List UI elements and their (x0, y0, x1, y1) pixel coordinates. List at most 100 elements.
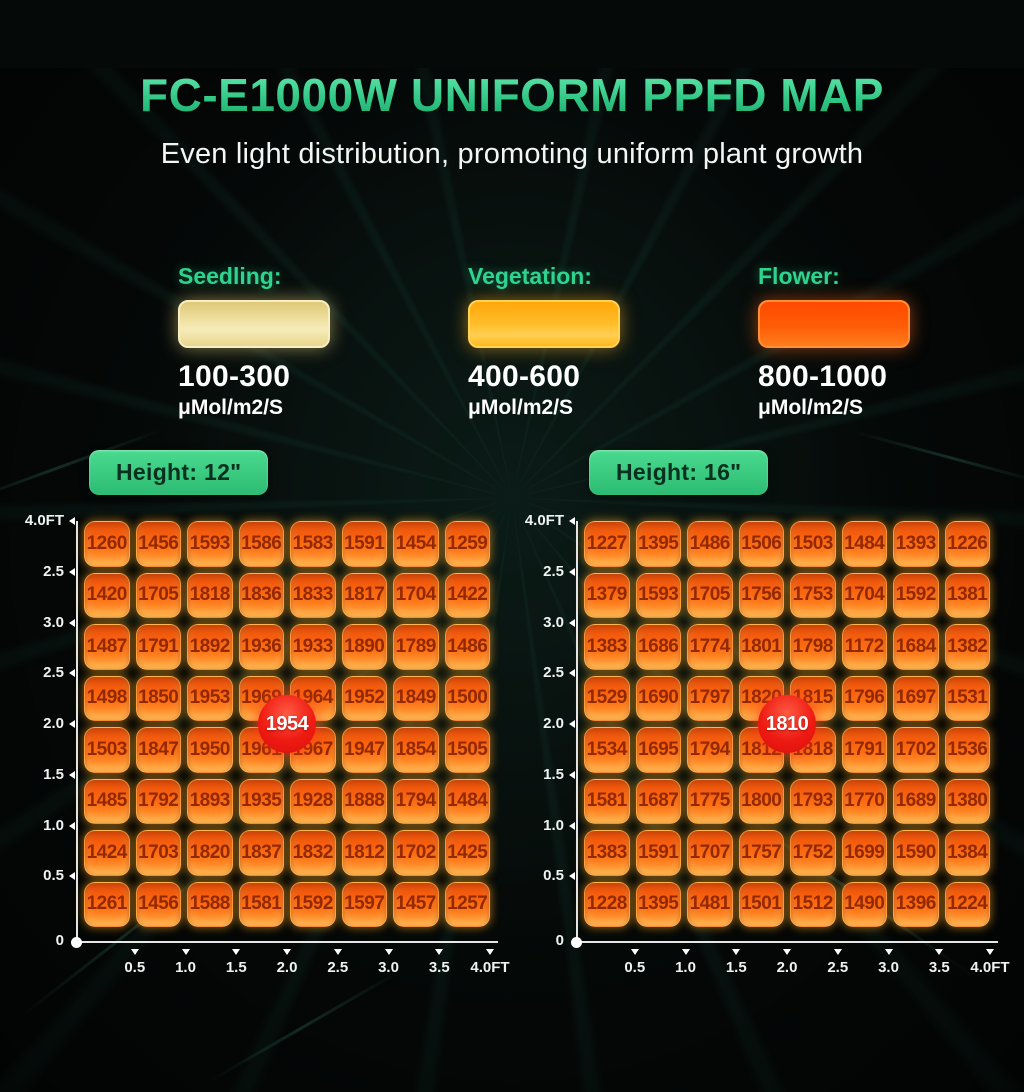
x-axis-label: 3.5 (428, 959, 450, 976)
y-axis-tick (569, 517, 575, 525)
y-axis-tick (69, 720, 75, 728)
height-badge-16: Height: 16" (589, 450, 769, 495)
ppfd-cell: 1486 (444, 624, 490, 670)
ppfd-cell: 1928 (290, 778, 336, 824)
ppfd-cell: 1583 (290, 521, 336, 567)
x-axis-label: 3.0 (378, 959, 399, 976)
ppfd-cell: 1393 (893, 521, 939, 567)
x-axis-tick (630, 949, 639, 955)
ppfd-cell: 1395 (635, 521, 681, 567)
x-axis-label: 1.5 (725, 959, 747, 976)
ppfd-cell: 1832 (290, 830, 336, 876)
ppfd-cell: 1686 (635, 624, 681, 670)
ppfd-legend: Seedling: 100-300 μMol/m2/S Vegetation: … (178, 263, 918, 420)
legend-range-seedling: 100-300 (178, 360, 291, 393)
y-axis-tick (69, 770, 75, 779)
ppfd-cell: 1687 (635, 778, 681, 824)
x-axis-tick (232, 949, 241, 955)
ppfd-cell: 1396 (893, 881, 939, 927)
ppfd-cell: 1591 (341, 521, 387, 567)
y-axis-tick (569, 872, 575, 881)
ppfd-cell: 1227 (584, 521, 630, 567)
ppfd-cell: 1796 (841, 675, 887, 721)
ppfd-cell: 1260 (84, 521, 130, 567)
x-axis-tick (181, 949, 190, 955)
ppfd-cell: 1702 (893, 727, 939, 773)
ppfd-cell: 1774 (687, 624, 733, 670)
ppfd-cell: 1791 (135, 624, 181, 670)
axis-origin-dot (571, 936, 582, 948)
ppfd-cell: 1705 (687, 572, 733, 618)
ppfd-cell: 1935 (238, 778, 284, 824)
ppfd-chart-height-12: Height: 12" 4.0FT 2.5 3.0 2.5 2.0 1.5 1.0 0.5 0 0… (14, 446, 514, 1016)
y-axis-tick (69, 618, 75, 627)
x-axis-label: 2.0 (776, 959, 798, 976)
ppfd-cell: 1820 (187, 830, 233, 876)
y-axis-tick (69, 821, 75, 830)
ppfd-cell: 1261 (84, 881, 130, 927)
ppfd-cell: 1505 (444, 727, 490, 773)
ppfd-cell: 1481 (687, 881, 733, 927)
y-axis-label: 2.5 (43, 562, 64, 580)
ppfd-cell: 1534 (584, 727, 630, 773)
ppfd-cell: 1484 (841, 521, 887, 567)
x-axis-line (76, 941, 498, 943)
x-axis-tick (435, 949, 444, 955)
ppfd-cell: 1801 (738, 624, 784, 670)
ppfd-cell: 1953 (187, 675, 233, 721)
y-axis-label: 1.0 (43, 816, 64, 834)
ppfd-cell: 1484 (444, 778, 490, 824)
ppfd-cell: 1259 (444, 521, 490, 567)
ppfd-cell: 1697 (893, 675, 939, 721)
legend-label-flower: Flower: (758, 263, 840, 289)
ppfd-cell: 1422 (444, 572, 490, 618)
legend-item-vegetation: Vegetation: 400-600 μMol/m2/S (468, 263, 628, 420)
ppfd-cell: 1947 (341, 727, 387, 773)
ppfd-cell: 1854 (393, 727, 439, 773)
y-axis-label: 0.5 (543, 867, 564, 885)
x-axis-label: 2.5 (327, 959, 349, 976)
x-axis-tick (130, 949, 139, 955)
ppfd-cell: 1257 (444, 881, 490, 927)
ppfd-cell: 1456 (135, 881, 181, 927)
x-axis-tick (986, 949, 994, 955)
ppfd-cell: 1812 (341, 830, 387, 876)
x-axis-label: 1.0 (175, 959, 196, 976)
x-axis-label: 4.0FT (970, 959, 1010, 976)
legend-item-seedling: Seedling: 100-300 μMol/m2/S (178, 263, 338, 420)
y-axis-label: 1.0 (543, 816, 564, 834)
ppfd-cell: 1770 (841, 778, 887, 824)
ppfd-cell: 1952 (341, 675, 387, 721)
ppfd-cell: 1456 (135, 521, 181, 567)
ppfd-cell: 1395 (635, 881, 681, 927)
page-subtitle: Even light distribution, promoting unifo… (160, 138, 864, 170)
ppfd-cell: 1172 (841, 624, 887, 670)
ppfd-cell: 1586 (238, 521, 284, 567)
ppfd-cell: 1888 (341, 778, 387, 824)
ppfd-cell: 1457 (393, 881, 439, 927)
ppfd-cell: 1794 (393, 778, 439, 824)
ppfd-cell: 1498 (84, 675, 130, 721)
x-axis-label: 4.0FT (470, 959, 510, 976)
y-axis-label: 1.5 (543, 765, 564, 783)
ppfd-cell: 1690 (635, 675, 681, 721)
charts-row: Height: 12" 4.0FT 2.5 3.0 2.5 2.0 1.5 1.0 0.5 0 0… (0, 446, 1024, 1021)
ppfd-cell: 1592 (893, 572, 939, 618)
y-axis-line (76, 521, 78, 941)
ppfd-cell: 1490 (841, 881, 887, 927)
legend-swatch-vegetation (468, 300, 620, 348)
x-axis-tick (833, 949, 842, 955)
page-title: FC-E1000W UNIFORM PPFD MAP (0, 68, 1024, 122)
ppfd-cell: 1892 (187, 624, 233, 670)
x-axis-tick (384, 949, 393, 955)
y-axis-label: 2.0 (543, 715, 564, 732)
x-axis-label: 2.0 (276, 959, 298, 976)
ppfd-cell: 1791 (841, 727, 887, 773)
y-axis-label: 4.0FT (24, 512, 64, 529)
ppfd-cell: 1501 (738, 881, 784, 927)
legend-range-flower: 800-1000 (758, 360, 888, 393)
ppfd-cell: 1849 (393, 675, 439, 721)
ppfd-cell: 1384 (944, 830, 990, 876)
ppfd-cell: 1382 (944, 624, 990, 670)
legend-label-seedling: Seedling: (178, 263, 282, 289)
